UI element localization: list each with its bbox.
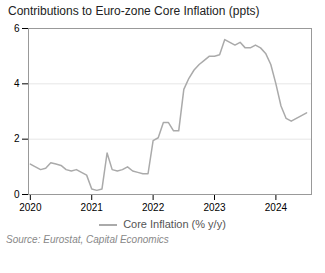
html-text:Core Inflation (% y/y): Core Inflation (% y/y) [123,218,226,230]
svg-text:2022: 2022 [142,202,165,213]
svg-text:2: 2 [14,133,20,144]
html-text:Source: Eurostat, Capital Econ: Source: Eurostat, Capital Economics [6,234,169,245]
svg-text:2023: 2023 [203,202,226,213]
svg-text:6: 6 [14,23,20,34]
html-text:Contributions to Euro-zone Cor: Contributions to Euro-zone Core Inflatio… [8,4,260,18]
svg-text:4: 4 [14,78,20,89]
svg-text:2020: 2020 [19,202,42,213]
svg-text:2024: 2024 [265,202,288,213]
svg-text:2021: 2021 [81,202,104,213]
svg-text:0: 0 [14,189,20,200]
